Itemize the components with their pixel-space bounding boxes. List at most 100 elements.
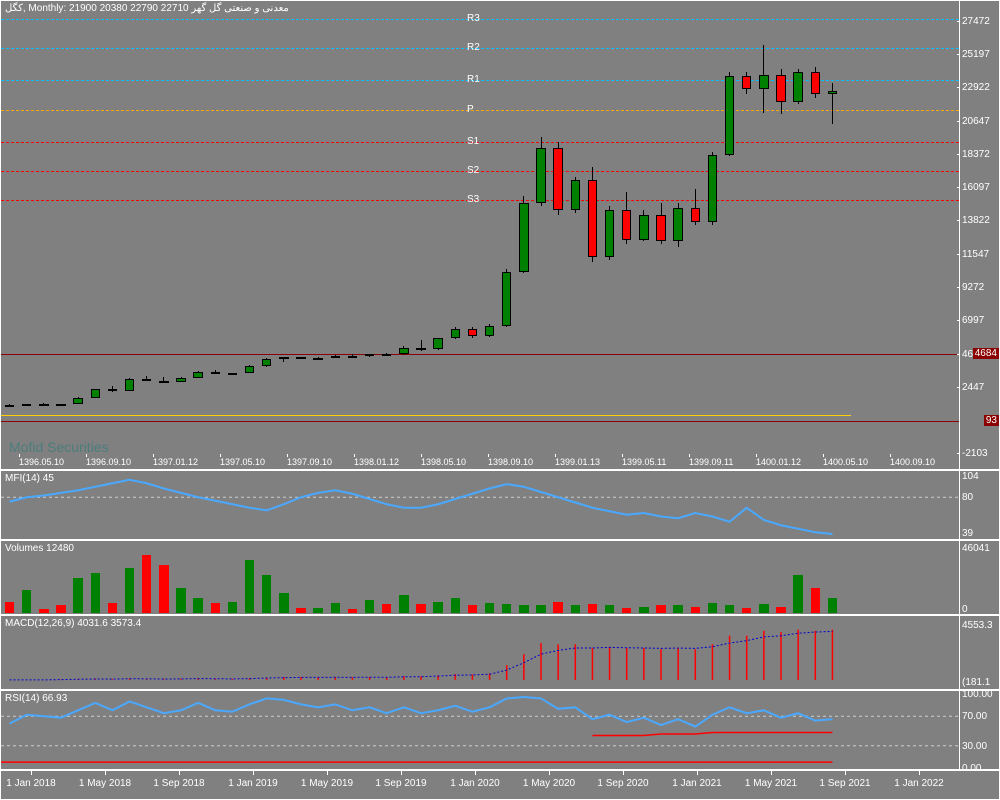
mfi-plot (1, 471, 961, 541)
candle (656, 215, 665, 241)
yaxis-rsi: 0.0030.0070.00100.00 (960, 690, 1000, 770)
volume-bar (279, 593, 288, 613)
inner-date-label: 1399.05.11 (622, 457, 666, 467)
candle (399, 348, 408, 355)
timeframe: Monthly (28, 3, 63, 14)
candle (536, 148, 545, 204)
yaxis-label: 104 (962, 471, 979, 482)
description: معدنی و صنعتی گل گهر (191, 3, 288, 14)
volume-bar (39, 609, 48, 613)
inner-date-label: 1396.05.10 (19, 457, 64, 467)
volume-bar (622, 608, 631, 613)
volume-bar (639, 607, 648, 613)
inner-date-label: 1400.05.10 (823, 457, 868, 467)
pivot-label-R2: R2 (467, 42, 480, 53)
yaxis-label: 2447 (962, 382, 984, 393)
volume-bar (245, 560, 254, 613)
volume-bar (588, 604, 597, 613)
candle (108, 389, 117, 391)
volume-bar (485, 603, 494, 613)
candle (176, 378, 185, 382)
volume-bar (108, 603, 117, 613)
yaxis-label: 6997 (962, 315, 984, 326)
inner-date-label: 1399.09.11 (689, 457, 733, 467)
pivot-label-S2: S2 (467, 165, 479, 176)
inner-date-label: 1398.01.12 (354, 457, 399, 467)
candle (228, 373, 237, 375)
candle (331, 356, 340, 358)
xaxis-label: 1 May 2019 (301, 778, 353, 789)
volume-bar (159, 565, 168, 613)
yaxis-label: 11547 (962, 249, 989, 260)
candle (793, 72, 802, 103)
volume-bar (793, 575, 802, 613)
volume-panel[interactable]: Volumes 12480 (0, 540, 960, 615)
yaxis-main: -210324474684699792721154713822160971837… (960, 0, 1000, 470)
volume-bar (571, 605, 580, 613)
inner-date-label: 1398.09.10 (488, 457, 533, 467)
candle (588, 180, 597, 257)
yaxis-label: 100.00 (962, 689, 993, 700)
candle (245, 366, 254, 373)
mfi-panel[interactable]: MFI(14) 45 (0, 470, 960, 540)
volume-bar (365, 600, 374, 613)
inner-date-label: 1400.09.10 (890, 457, 935, 467)
candle (622, 210, 631, 239)
volume-bar (56, 605, 65, 613)
candle (742, 76, 751, 89)
volume-label: Volumes 12480 (5, 543, 74, 554)
yaxis-label: (181.1 (962, 677, 990, 688)
yaxis-label: 9272 (962, 282, 984, 293)
volume-bar (708, 603, 717, 613)
candle (416, 348, 425, 350)
inner-date-label: 1397.05.10 (220, 457, 265, 467)
candle (73, 398, 82, 404)
candle (828, 91, 837, 94)
yaxis-label: 16097 (962, 182, 990, 193)
yaxis-label: 0 (962, 604, 968, 615)
candle (193, 372, 202, 378)
candle (296, 357, 305, 359)
candle (485, 326, 494, 336)
candle (382, 354, 391, 356)
price-tag: 4684 (973, 348, 999, 359)
pivot-label-P: P (467, 104, 474, 115)
volume-bar (451, 598, 460, 613)
rsi-panel[interactable]: RSI(14) 66.93 (0, 690, 960, 770)
yaxis-macd: 4553.3(181.1 (960, 615, 1000, 690)
xaxis-label: 1 Jan 2021 (672, 778, 722, 789)
yaxis-label: 18372 (962, 149, 990, 160)
inner-date-label: 1399.01.13 (555, 457, 600, 467)
volume-bar (228, 602, 237, 613)
macd-plot (1, 616, 961, 691)
candle (468, 329, 477, 336)
candle (502, 272, 511, 326)
candle (365, 354, 374, 356)
volume-bar (605, 605, 614, 613)
macd-panel[interactable]: MACD(12,26,9) 4031.6 3573.4 (0, 615, 960, 690)
candle (433, 338, 442, 349)
pivot-label-S1: S1 (467, 136, 479, 147)
volume-bar (759, 604, 768, 613)
volume-bar (673, 605, 682, 613)
candle (519, 203, 528, 272)
volume-bar (742, 608, 751, 613)
volume-bar (502, 604, 511, 613)
rsi-label: RSI(14) 66.93 (5, 693, 67, 704)
main-price-panel[interactable]: کگل, Monthly: 21900 20380 22790 22710 مع… (0, 0, 960, 470)
yaxis-label: 27472 (962, 16, 990, 27)
xaxis-label: 1 Sep 2021 (819, 778, 870, 789)
xaxis-label: 1 Sep 2020 (597, 778, 648, 789)
candle (639, 215, 648, 240)
mfi-label: MFI(14) 45 (5, 473, 54, 484)
volume-bar (416, 604, 425, 613)
volume-bar (468, 605, 477, 613)
xaxis-label: 1 Jan 2018 (6, 778, 56, 789)
inner-date-label: 1397.09.10 (287, 457, 332, 467)
candle (776, 75, 785, 103)
volume-bar (725, 605, 734, 613)
candle (279, 357, 288, 359)
rsi-plot (1, 691, 961, 771)
volume-bar (91, 573, 100, 613)
xaxis-label: 1 Jan 2022 (894, 778, 944, 789)
